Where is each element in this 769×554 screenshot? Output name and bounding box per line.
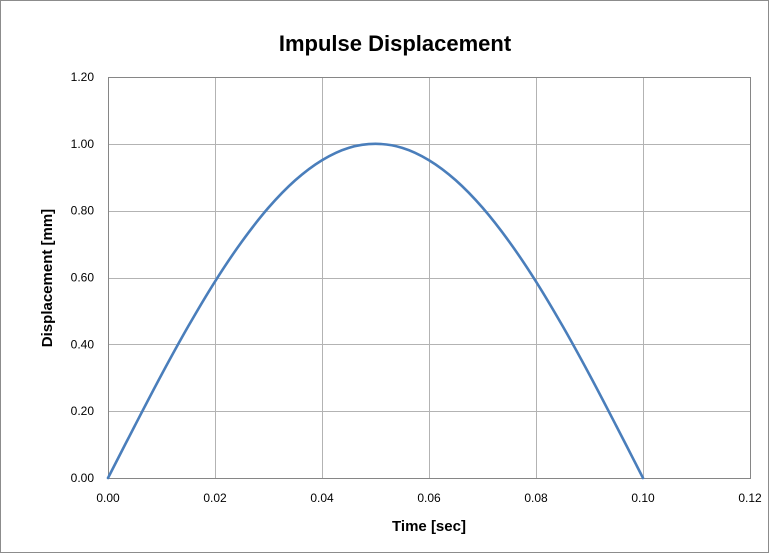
y-axis-title: Displacement [mm] (39, 209, 56, 347)
series-line-0 (106, 142, 645, 480)
gridlines (108, 77, 750, 478)
series-layer (106, 142, 645, 480)
y-tick-label: 0.20 (71, 404, 95, 418)
plot-frame (108, 77, 751, 479)
x-tick-labels: 0.00 0.02 0.04 0.06 0.08 0.10 0.12 (96, 491, 762, 505)
x-tick-label: 0.10 (631, 491, 655, 505)
y-tick-labels: 0.00 0.20 0.40 0.60 0.80 1.00 1.20 (71, 70, 95, 485)
y-tick-label: 1.00 (71, 137, 95, 151)
y-tick-label: 1.20 (71, 70, 95, 84)
x-tick-label: 0.02 (203, 491, 227, 505)
x-tick-label: 0.06 (417, 491, 441, 505)
x-tick-label: 0.08 (524, 491, 548, 505)
x-tick-label: 0.12 (738, 491, 762, 505)
chart-title: Impulse Displacement (279, 31, 512, 56)
y-tick-label: 0.80 (71, 204, 95, 218)
y-tick-label: 0.00 (71, 471, 95, 485)
x-axis-title: Time [sec] (392, 518, 466, 535)
y-tick-label: 0.40 (71, 337, 95, 351)
x-tick-label: 0.04 (310, 491, 334, 505)
x-tick-label: 0.00 (96, 491, 120, 505)
y-tick-label: 0.60 (71, 271, 95, 285)
